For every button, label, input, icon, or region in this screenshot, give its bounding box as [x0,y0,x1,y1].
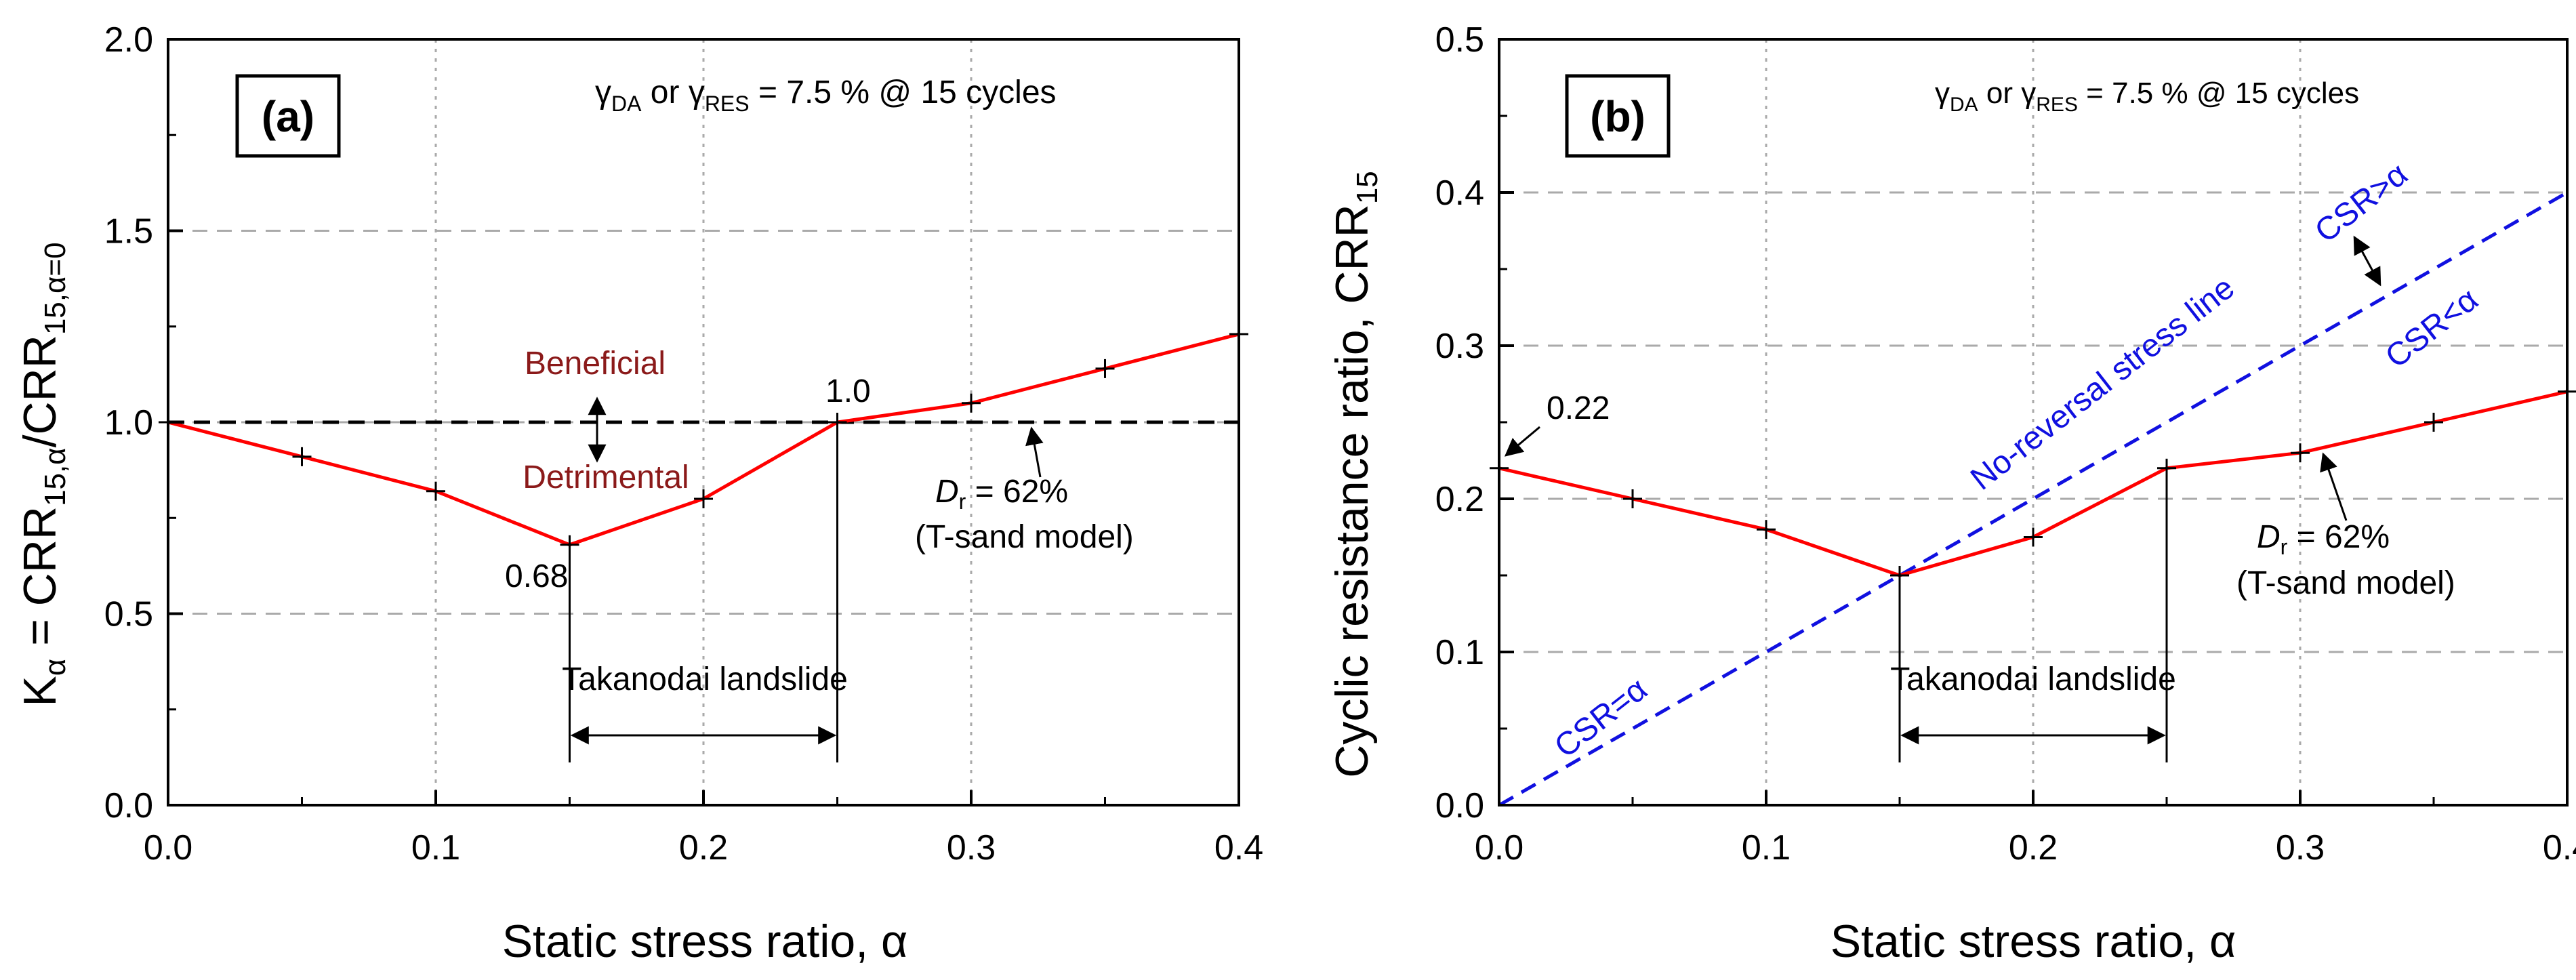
grid-b [1499,39,2567,805]
start-value-arrow-b [1504,426,1540,457]
min-value-label-a: 0.68 [505,558,568,594]
landslide-label-a: Takanodai landslide [562,661,848,697]
csr-less-label: CSR<α [2379,281,2485,375]
data-point [1623,489,1642,508]
condition-text-a: γDA or γRES = 7.5 % @ 15 cycles [595,75,1057,116]
y-tick-label: 0.2 [1435,480,1484,519]
model-label-b: (T-sand model) [2236,565,2455,601]
y-tick-label: 0.3 [1435,327,1484,366]
data-point [694,489,713,508]
model-label-a: (T-sand model) [915,519,1134,555]
ticks-b: 0.0 0.1 0.2 0.3 0.4 0.0 0.1 0.2 0.3 0.4 0.5 [1435,20,2576,867]
x-tick-label: 0.0 [144,828,192,867]
panel-b: 0.0 0.1 0.2 0.3 0.4 0.0 0.1 0.2 0.3 0.4 0.5 (b) γD… [1326,20,2576,967]
ticks-a: 0.0 0.1 0.2 0.3 0.4 0.0 0.5 1.0 1.5 2.0 [104,20,1263,867]
detrimental-label: Detrimental [523,460,689,495]
panel-label-box-a [235,74,341,158]
data-point [2424,413,2443,432]
plot-frame-a [167,38,1240,807]
dr-pointer-arrow-a [1025,426,1044,478]
panel-a: 0.0 0.1 0.2 0.3 0.4 0.0 0.5 1.0 1.5 2.0 (a) γDA o… [14,20,1263,967]
plot-frame-b [1498,38,2569,807]
data-point [292,447,312,466]
y-tick-label: 0.5 [104,595,153,634]
data-point [2024,527,2043,547]
y-axis-title-b: Cyclic resistance ratio, CRR15 [1326,171,1384,777]
landslide-range-b [1898,468,2168,762]
csr-equal-label: CSR=α [1548,671,1654,765]
x-axis-title-b: Static stress ratio, α [1831,916,2236,967]
x-tick-label: 0.1 [1742,828,1791,867]
x-tick-label: 0.3 [947,828,996,867]
y-axis-title-a: Kα = CRR15,α/CRR15,α=0 [14,242,72,706]
data-point [1095,359,1115,378]
landslide-label-b: Takanodai landslide [1890,661,2176,697]
y-tick-label: 0.5 [1435,20,1484,60]
x-tick-label: 0.2 [679,828,728,867]
x-tick-label: 0.0 [1475,828,1524,867]
y-tick-label: 0.0 [1435,786,1484,825]
panel-label-a: (a) [262,92,314,141]
data-point [2291,443,2310,463]
x-tick-label: 0.4 [1214,828,1263,867]
y-tick-label: 1.0 [104,403,153,443]
x-tick-label: 0.4 [2543,828,2576,867]
panel-label-b: (b) [1590,92,1645,141]
y-tick-label: 1.5 [104,212,153,251]
dr-pointer-arrow-b [2320,452,2348,521]
landslide-range-a [569,422,838,762]
x-tick-label: 0.1 [411,828,460,867]
grid-a [168,39,1239,805]
dr-label-b: Dr = 62% [2257,519,2390,559]
data-point [426,481,445,501]
y-tick-label: 0.1 [1435,633,1484,672]
x-tick-label: 0.2 [2009,828,2058,867]
dr-label-a: Dr = 62% [935,474,1068,514]
y-tick-label: 0.4 [1435,173,1484,213]
data-point [1757,520,1776,539]
csr-greater-label: CSR>α [2308,156,2414,250]
x-tick-label: 0.3 [2276,828,2325,867]
data-point [962,393,981,413]
x-axis-title-a: Static stress ratio, α [502,916,908,967]
start-value-label-b: 0.22 [1547,390,1610,426]
beneficial-label: Beneficial [525,346,666,382]
peak-value-label-a: 1.0 [825,373,871,409]
condition-text-b: γDA or γRES = 7.5 % @ 15 cycles [1935,77,2359,116]
panel-label-box-b [1565,74,1671,158]
csr-divide-arrow [2353,235,2381,287]
y-tick-label: 2.0 [104,20,153,60]
y-tick-label: 0.0 [104,786,153,825]
